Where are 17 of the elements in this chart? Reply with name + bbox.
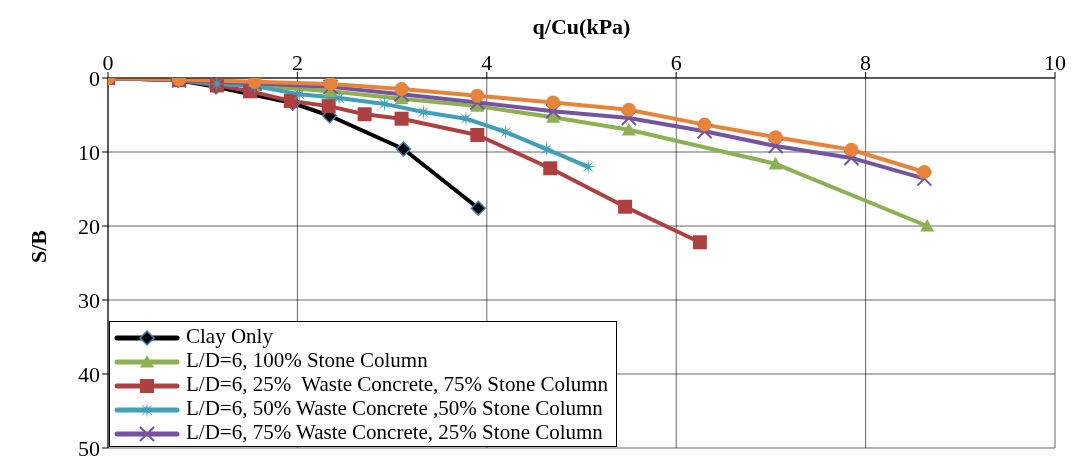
- x-axis-title: q/Cu(kPa): [532, 13, 631, 39]
- y-tick-label: 30: [78, 287, 100, 313]
- y-tick-label: 50: [78, 435, 100, 461]
- y-tick-label: 40: [78, 361, 100, 387]
- x-tick-label: 8: [860, 50, 872, 75]
- y-tick-label: 10: [78, 139, 100, 165]
- x-tick-label: 6: [670, 50, 682, 75]
- legend-label: L/D=6, 50% Waste Concrete ,50% Stone Column: [186, 396, 603, 420]
- x-tick-label: 4: [481, 50, 493, 75]
- x-tick-label: 2: [291, 50, 303, 75]
- legend-label: Clay Only: [186, 324, 273, 348]
- legend-label: L/D=6, 75% Waste Concrete, 25% Stone Column: [186, 420, 603, 444]
- legend-label: L/D=6, 25% Waste Concrete, 75% Stone Column: [186, 372, 609, 396]
- x-tick-label: 10: [1044, 50, 1066, 75]
- legend-label: L/D=6, 100% Stone Column: [186, 348, 428, 372]
- y-axis-title: S/B: [25, 229, 51, 263]
- y-tick-label: 20: [78, 213, 100, 239]
